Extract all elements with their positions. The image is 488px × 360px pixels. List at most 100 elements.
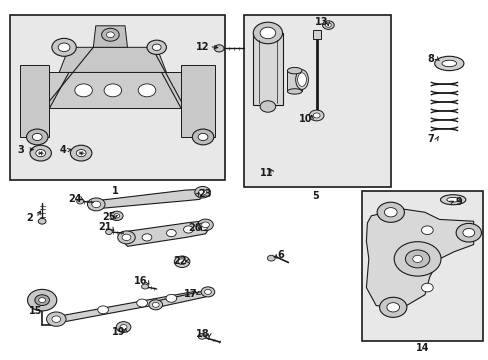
Bar bbox=[10, 15, 224, 180]
Circle shape bbox=[198, 189, 206, 195]
Text: 1: 1 bbox=[112, 186, 119, 196]
Circle shape bbox=[114, 214, 120, 218]
Circle shape bbox=[376, 202, 404, 222]
Circle shape bbox=[70, 145, 92, 161]
Circle shape bbox=[87, 198, 105, 211]
Circle shape bbox=[105, 229, 112, 234]
Circle shape bbox=[455, 224, 481, 242]
Circle shape bbox=[120, 324, 127, 329]
Circle shape bbox=[198, 223, 207, 230]
Polygon shape bbox=[94, 189, 205, 209]
Circle shape bbox=[214, 45, 224, 52]
Text: 9: 9 bbox=[455, 197, 462, 207]
Circle shape bbox=[92, 201, 101, 208]
Circle shape bbox=[166, 229, 176, 237]
Bar bbox=[253, 33, 282, 105]
Circle shape bbox=[201, 287, 214, 297]
Circle shape bbox=[183, 226, 193, 233]
Circle shape bbox=[462, 228, 474, 237]
Circle shape bbox=[313, 113, 320, 118]
Circle shape bbox=[147, 40, 166, 54]
Circle shape bbox=[149, 300, 162, 310]
Circle shape bbox=[198, 134, 207, 140]
Polygon shape bbox=[152, 288, 212, 308]
Circle shape bbox=[174, 256, 189, 267]
Ellipse shape bbox=[297, 73, 306, 86]
Circle shape bbox=[325, 23, 330, 27]
Text: 22: 22 bbox=[173, 256, 186, 266]
Polygon shape bbox=[56, 291, 195, 323]
Circle shape bbox=[197, 219, 213, 230]
Circle shape bbox=[198, 333, 205, 339]
Circle shape bbox=[178, 259, 185, 265]
Circle shape bbox=[75, 84, 92, 97]
Circle shape bbox=[35, 295, 49, 306]
Circle shape bbox=[194, 186, 210, 198]
Circle shape bbox=[260, 101, 275, 112]
Text: 12: 12 bbox=[196, 42, 209, 51]
Text: 23: 23 bbox=[197, 189, 211, 199]
Text: 16: 16 bbox=[134, 276, 147, 286]
Ellipse shape bbox=[287, 67, 302, 74]
Bar bbox=[312, 30, 320, 39]
Text: 8: 8 bbox=[427, 54, 433, 64]
Circle shape bbox=[204, 289, 211, 294]
Circle shape bbox=[267, 255, 275, 261]
Text: 7: 7 bbox=[427, 134, 433, 144]
Circle shape bbox=[405, 250, 429, 268]
Circle shape bbox=[322, 21, 333, 30]
Polygon shape bbox=[122, 221, 210, 246]
Circle shape bbox=[30, 145, 51, 161]
Ellipse shape bbox=[441, 60, 456, 67]
Circle shape bbox=[165, 294, 176, 302]
Circle shape bbox=[152, 302, 159, 307]
Ellipse shape bbox=[434, 56, 463, 71]
Polygon shape bbox=[30, 72, 210, 108]
Text: 5: 5 bbox=[311, 191, 318, 201]
Circle shape bbox=[46, 312, 66, 326]
Ellipse shape bbox=[446, 197, 459, 202]
Bar bbox=[361, 191, 483, 341]
Text: 21: 21 bbox=[98, 222, 111, 232]
Text: 10: 10 bbox=[298, 114, 311, 124]
Text: 13: 13 bbox=[314, 17, 327, 27]
Circle shape bbox=[122, 234, 131, 240]
Text: 24: 24 bbox=[68, 194, 81, 204]
Circle shape bbox=[38, 219, 46, 224]
Text: 25: 25 bbox=[102, 212, 116, 222]
Circle shape bbox=[104, 84, 122, 97]
Circle shape bbox=[102, 28, 119, 41]
Text: 6: 6 bbox=[277, 250, 284, 260]
Circle shape bbox=[110, 211, 123, 221]
Polygon shape bbox=[20, 65, 49, 137]
Text: 20: 20 bbox=[187, 223, 201, 233]
Circle shape bbox=[39, 298, 45, 303]
Circle shape bbox=[421, 283, 432, 292]
Circle shape bbox=[138, 84, 156, 97]
Circle shape bbox=[393, 242, 440, 276]
Circle shape bbox=[52, 316, 61, 322]
Circle shape bbox=[32, 134, 42, 140]
Circle shape bbox=[201, 222, 209, 228]
Circle shape bbox=[152, 44, 161, 50]
Text: 14: 14 bbox=[415, 343, 428, 353]
Circle shape bbox=[118, 231, 135, 244]
Circle shape bbox=[142, 234, 152, 241]
Circle shape bbox=[27, 289, 57, 311]
Text: 15: 15 bbox=[29, 306, 42, 316]
Circle shape bbox=[384, 208, 396, 217]
Circle shape bbox=[106, 32, 114, 38]
Text: 11: 11 bbox=[259, 168, 273, 178]
Circle shape bbox=[116, 321, 131, 332]
Circle shape bbox=[98, 306, 108, 314]
Text: 2: 2 bbox=[26, 213, 33, 222]
Circle shape bbox=[52, 39, 76, 56]
Circle shape bbox=[379, 297, 406, 318]
Circle shape bbox=[192, 129, 213, 145]
Circle shape bbox=[142, 284, 148, 289]
Circle shape bbox=[77, 199, 83, 204]
Ellipse shape bbox=[295, 70, 308, 89]
Text: 17: 17 bbox=[184, 289, 197, 299]
Text: 19: 19 bbox=[112, 327, 126, 337]
Text: 4: 4 bbox=[59, 145, 66, 155]
